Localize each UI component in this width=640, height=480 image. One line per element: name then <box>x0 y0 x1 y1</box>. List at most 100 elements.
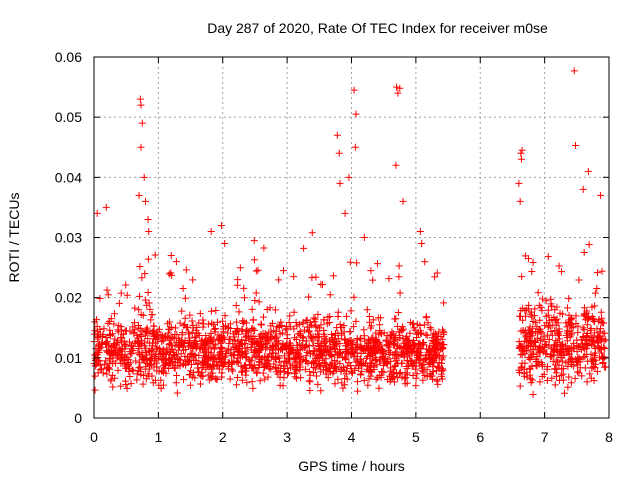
data-point <box>555 262 563 270</box>
data-point <box>399 334 407 342</box>
data-point <box>351 366 359 374</box>
data-point <box>424 319 432 327</box>
data-point <box>142 326 150 334</box>
data-point <box>224 359 232 367</box>
data-point <box>602 363 610 371</box>
data-point <box>99 369 107 377</box>
data-point <box>255 353 263 361</box>
data-point <box>117 338 125 346</box>
data-point <box>261 334 269 342</box>
data-point <box>274 352 282 360</box>
data-point <box>134 338 142 346</box>
data-point <box>211 325 219 333</box>
data-point <box>173 389 181 397</box>
data-point <box>387 357 395 365</box>
data-point <box>142 363 150 371</box>
data-point <box>146 330 154 338</box>
data-point <box>376 371 384 379</box>
data-point <box>232 302 240 310</box>
data-point <box>579 185 587 193</box>
data-point <box>266 350 274 358</box>
data-point <box>402 374 410 382</box>
data-point <box>172 379 180 387</box>
data-point <box>434 362 442 370</box>
data-point <box>426 342 434 350</box>
data-point <box>544 253 552 261</box>
data-point <box>287 364 295 372</box>
data-point <box>135 191 143 199</box>
data-point <box>431 329 439 337</box>
data-point <box>341 375 349 383</box>
data-point <box>131 304 139 312</box>
data-point <box>394 308 402 316</box>
data-point <box>164 329 172 337</box>
data-point <box>255 298 263 306</box>
data-point <box>526 371 534 379</box>
data-point <box>597 308 605 316</box>
data-point <box>410 359 418 367</box>
data-point <box>349 349 357 357</box>
data-point <box>406 352 414 360</box>
data-point <box>111 374 119 382</box>
data-point <box>198 344 206 352</box>
data-point <box>356 335 364 343</box>
data-point <box>208 373 216 381</box>
data-point <box>601 329 609 337</box>
data-point <box>529 350 537 358</box>
data-point <box>572 312 580 320</box>
data-point <box>369 316 377 324</box>
data-point <box>584 312 592 320</box>
data-point <box>166 340 174 348</box>
data-point <box>196 380 204 388</box>
data-point <box>309 337 317 345</box>
data-point <box>521 252 529 260</box>
data-point <box>341 209 349 217</box>
data-point <box>313 372 321 380</box>
data-point <box>342 354 350 362</box>
data-point <box>375 384 383 392</box>
data-point <box>191 334 199 342</box>
data-point <box>121 345 129 353</box>
data-point <box>356 361 364 369</box>
data-point <box>296 329 304 337</box>
data-point <box>143 301 151 309</box>
data-point <box>358 345 366 353</box>
data-point <box>173 371 181 379</box>
data-point <box>280 343 288 351</box>
data-point <box>135 364 143 372</box>
data-point <box>135 345 143 353</box>
data-point <box>104 291 112 299</box>
data-point <box>233 374 241 382</box>
data-point <box>360 359 368 367</box>
data-point <box>550 348 558 356</box>
data-point <box>307 333 315 341</box>
data-point <box>542 297 550 305</box>
data-point <box>527 375 535 383</box>
data-point <box>116 346 124 354</box>
data-point <box>308 274 316 282</box>
data-point <box>571 374 579 382</box>
data-point <box>267 322 275 330</box>
data-point <box>321 332 329 340</box>
data-point <box>417 345 425 353</box>
data-point <box>221 312 229 320</box>
data-point <box>145 227 153 235</box>
data-point <box>314 339 322 347</box>
data-point <box>238 326 246 334</box>
data-point <box>543 365 551 373</box>
data-point <box>136 95 144 103</box>
data-point <box>334 308 342 316</box>
data-point <box>396 331 404 339</box>
data-point <box>316 324 324 332</box>
data-point <box>136 325 144 333</box>
data-point <box>159 332 167 340</box>
data-point <box>293 374 301 382</box>
data-point <box>516 342 524 350</box>
data-point <box>536 316 544 324</box>
data-point <box>188 317 196 325</box>
data-point <box>535 343 543 351</box>
data-point <box>565 318 573 326</box>
data-point <box>238 376 246 384</box>
data-point <box>301 365 309 373</box>
data-point <box>320 347 328 355</box>
